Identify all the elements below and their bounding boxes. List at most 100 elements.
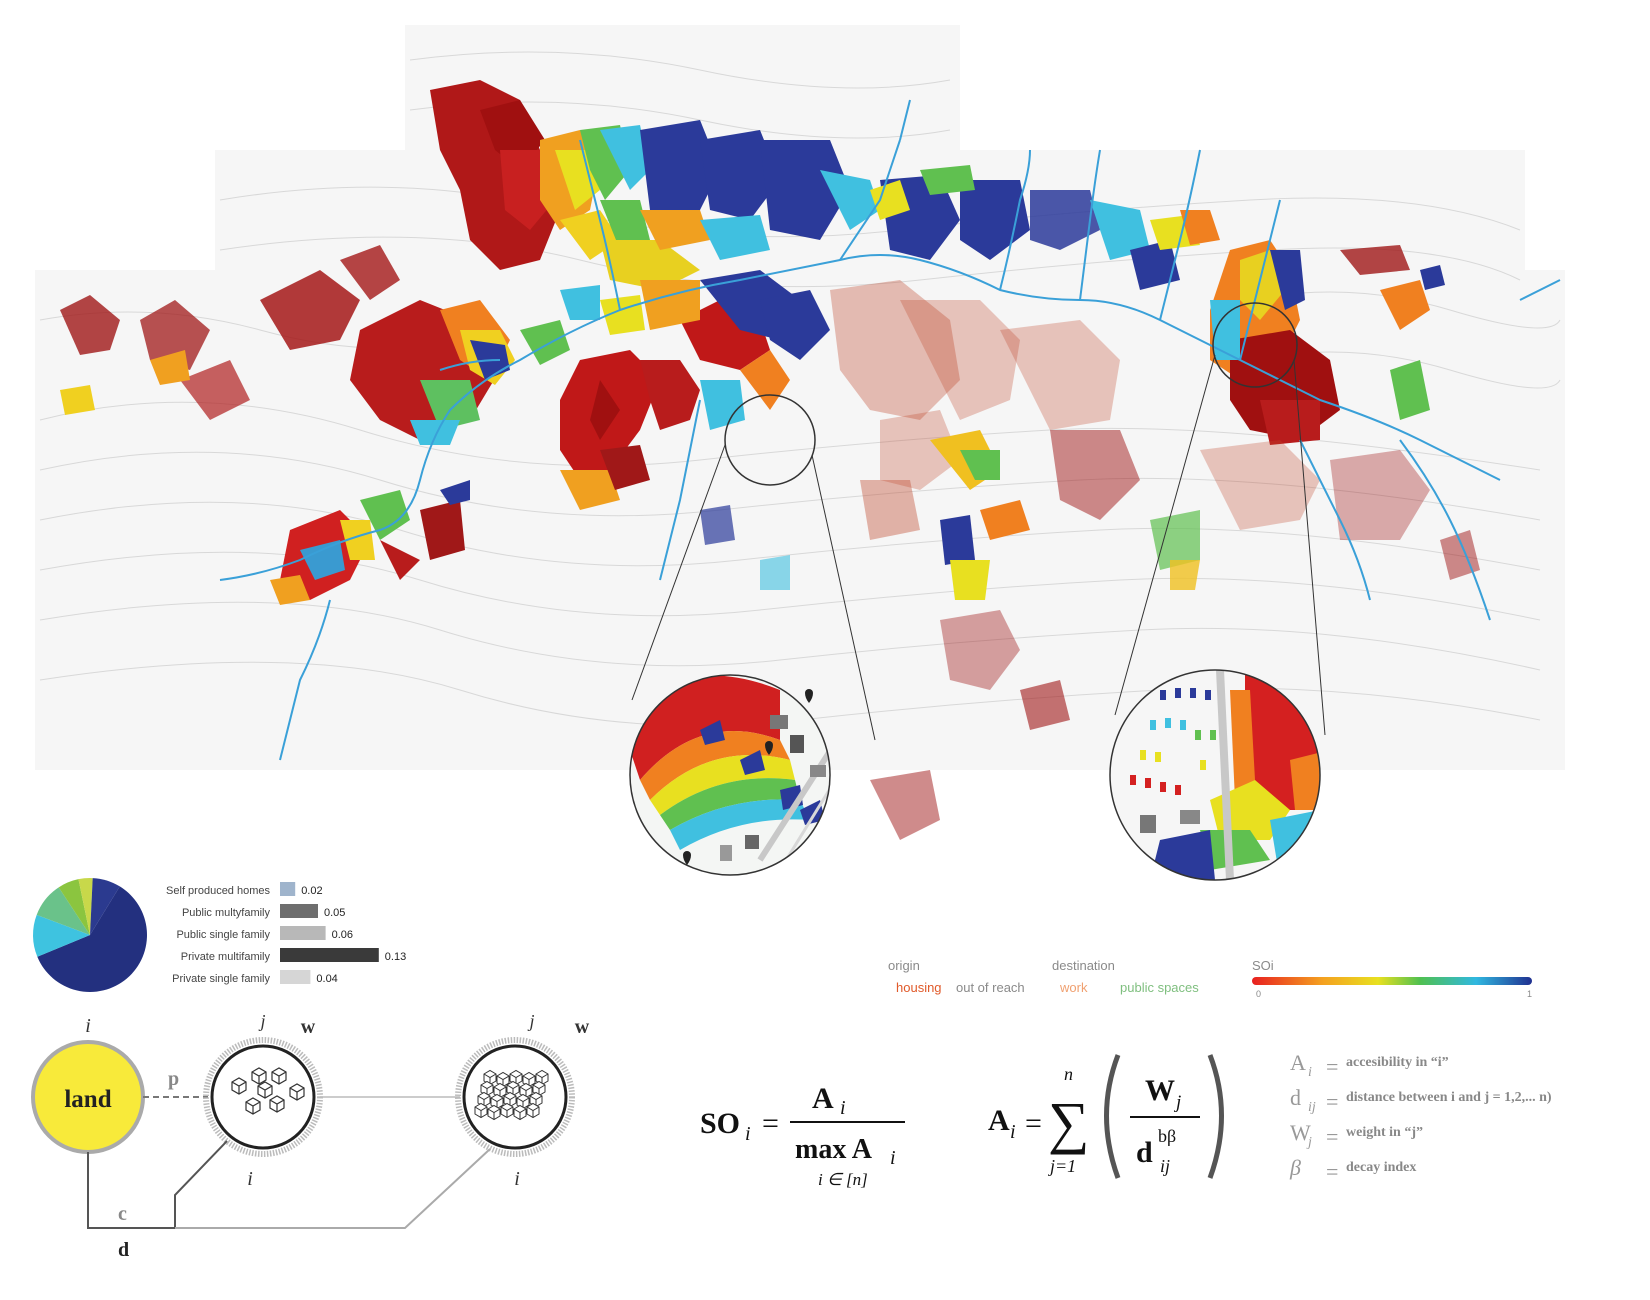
bar — [280, 948, 379, 962]
acc-denominator: d — [1136, 1136, 1153, 1169]
pie-slice — [90, 878, 120, 935]
bar — [280, 904, 318, 918]
svg-text:=: = — [1025, 1107, 1042, 1140]
pie-slice — [58, 879, 90, 935]
legend-soi-label: SOi — [1252, 958, 1274, 973]
zoom-connector-lines — [631, 354, 1326, 741]
bar-label: Public single family — [176, 929, 270, 941]
node-two-i-label: i — [514, 1168, 520, 1190]
legend-housing-label: housing — [896, 980, 942, 995]
building — [513, 1104, 527, 1121]
soi-formula-lhs: SO — [700, 1107, 740, 1140]
legend-origin-label: origin — [888, 958, 920, 973]
building — [500, 1102, 514, 1119]
p-label: p — [168, 1068, 179, 1090]
bar-label: Private multifamily — [181, 951, 271, 963]
definition-equals: = — [1326, 1054, 1338, 1079]
acc-formula-lhs: A — [988, 1104, 1010, 1137]
contour-lines — [39, 51, 1561, 727]
definition-equals: = — [1326, 1089, 1338, 1114]
acc-numerator-sub: j — [1173, 1092, 1181, 1113]
soi-color-scale — [1252, 977, 1532, 985]
zoom-lens-east — [1109, 669, 1321, 881]
zoom-circle-small-east — [1212, 302, 1298, 388]
bar-value-label: 0.02 — [301, 885, 322, 897]
zoom-circle-small-west — [724, 394, 816, 486]
c-path — [87, 1140, 228, 1229]
sum-top: n — [1064, 1064, 1073, 1084]
legend-work-label: work — [1059, 980, 1088, 995]
definition-text: decay index — [1346, 1160, 1416, 1175]
bar-value-label: 0.06 — [332, 929, 353, 941]
definition-equals: = — [1326, 1159, 1338, 1184]
right-paren — [1207, 1054, 1224, 1179]
soi-scale-max: 1 — [1527, 989, 1532, 999]
pie-slice — [37, 886, 148, 993]
land-label: land — [64, 1086, 111, 1113]
acc-formula-lhs-sub: i — [1010, 1121, 1016, 1143]
legend-destination-label: destination — [1052, 958, 1115, 973]
node-two-j-label: j — [527, 1011, 534, 1031]
definition-text: distance between i and j = 1,2,... n) — [1346, 1090, 1552, 1105]
bar — [280, 882, 296, 896]
node-two-ring — [455, 1037, 575, 1157]
soi-formula: SO i = A i max A i i ∈ [n] — [700, 1082, 905, 1189]
acc-numerator: W — [1145, 1074, 1175, 1107]
acc-denominator-sup: bβ — [1158, 1126, 1176, 1146]
left-paren — [1104, 1054, 1121, 1179]
soi-denominator-sub: i — [890, 1147, 896, 1169]
pie-slice — [36, 887, 90, 935]
housing-bar-chart: Self produced homes 0.02 Public multyfamil… — [166, 882, 406, 985]
c-label: c — [118, 1203, 127, 1225]
housing-pie-chart — [33, 878, 148, 993]
soi-scale-min: 0 — [1256, 989, 1261, 999]
d-label: d — [118, 1239, 129, 1261]
definition-text: accesibility in “i” — [1346, 1055, 1449, 1070]
pie-slice — [33, 914, 90, 957]
definition-symbol: β — [1289, 1155, 1301, 1180]
soi-numerator-sub: i — [840, 1097, 846, 1119]
accessibility-diagram: land i p j w i j w i c d — [31, 1011, 590, 1261]
bar-label: Private single family — [172, 973, 270, 985]
accessibility-formula: A i = ∑ n j=1 W j d bβ ij — [988, 1054, 1224, 1179]
few-buildings-icon — [231, 1067, 305, 1115]
settlement-patches — [60, 80, 1480, 840]
definition-equals: = — [1326, 1124, 1338, 1149]
map-legend: origin housing out of reach destination … — [888, 958, 1532, 999]
soi-numerator: A — [812, 1082, 834, 1115]
definition-symbol: A — [1290, 1050, 1306, 1075]
soi-denominator: max A — [795, 1134, 873, 1165]
definition-symbol-sub: ij — [1308, 1100, 1316, 1115]
bar — [280, 926, 326, 940]
definition-text: weight in “j” — [1346, 1125, 1423, 1140]
soi-formula-lhs-sub: i — [745, 1123, 751, 1145]
sum-sign: ∑ — [1048, 1090, 1089, 1155]
svg-text:=: = — [762, 1107, 779, 1140]
definition-symbol: W — [1290, 1120, 1311, 1145]
land-i-label: i — [85, 1015, 91, 1037]
legend-public-spaces-label: public spaces — [1120, 980, 1199, 995]
pie-slice — [78, 878, 93, 935]
bar — [280, 970, 311, 984]
map — [35, 25, 1565, 881]
building — [526, 1102, 540, 1119]
legend-out-of-reach-label: out of reach — [956, 980, 1025, 995]
bar-label: Public multyfamily — [182, 907, 271, 919]
definition-symbol-sub: j — [1306, 1135, 1312, 1150]
node-one-i-label: i — [247, 1168, 253, 1190]
node-one-j-label: j — [258, 1011, 265, 1031]
node-two-w-label: w — [575, 1016, 590, 1038]
bar-value-label: 0.04 — [316, 973, 337, 985]
building — [487, 1104, 501, 1121]
building — [474, 1102, 488, 1119]
sum-bottom: j=1 — [1048, 1156, 1076, 1176]
bar-value-label: 0.13 — [385, 951, 406, 963]
many-buildings-icon — [474, 1069, 549, 1121]
soi-under-label: i ∈ [n] — [818, 1170, 868, 1189]
node-one-w-label: w — [301, 1016, 316, 1038]
definition-symbol-sub: i — [1308, 1065, 1312, 1080]
bar-value-label: 0.05 — [324, 907, 345, 919]
definition-symbol: d — [1290, 1085, 1301, 1110]
acc-denominator-sub: ij — [1160, 1156, 1170, 1176]
